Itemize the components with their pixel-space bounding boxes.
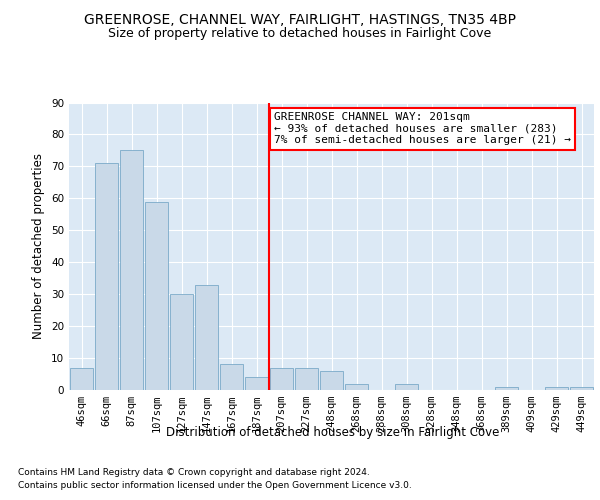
Text: Contains HM Land Registry data © Crown copyright and database right 2024.: Contains HM Land Registry data © Crown c…	[18, 468, 370, 477]
Text: Contains public sector information licensed under the Open Government Licence v3: Contains public sector information licen…	[18, 482, 412, 490]
Bar	[145, 202, 168, 390]
Bar	[395, 384, 418, 390]
Bar	[345, 384, 368, 390]
Text: GREENROSE CHANNEL WAY: 201sqm
← 93% of detached houses are smaller (283)
7% of s: GREENROSE CHANNEL WAY: 201sqm ← 93% of d…	[274, 112, 571, 146]
Bar	[570, 387, 593, 390]
Bar	[495, 387, 518, 390]
Bar	[70, 368, 93, 390]
Bar	[295, 368, 318, 390]
Bar	[170, 294, 193, 390]
Bar	[220, 364, 243, 390]
Y-axis label: Number of detached properties: Number of detached properties	[32, 153, 46, 340]
Bar	[245, 377, 268, 390]
Bar	[195, 284, 218, 390]
Text: Distribution of detached houses by size in Fairlight Cove: Distribution of detached houses by size …	[166, 426, 500, 439]
Bar	[545, 387, 568, 390]
Text: Size of property relative to detached houses in Fairlight Cove: Size of property relative to detached ho…	[109, 28, 491, 40]
Bar	[120, 150, 143, 390]
Text: GREENROSE, CHANNEL WAY, FAIRLIGHT, HASTINGS, TN35 4BP: GREENROSE, CHANNEL WAY, FAIRLIGHT, HASTI…	[84, 12, 516, 26]
Bar	[95, 163, 118, 390]
Bar	[270, 368, 293, 390]
Bar	[320, 371, 343, 390]
